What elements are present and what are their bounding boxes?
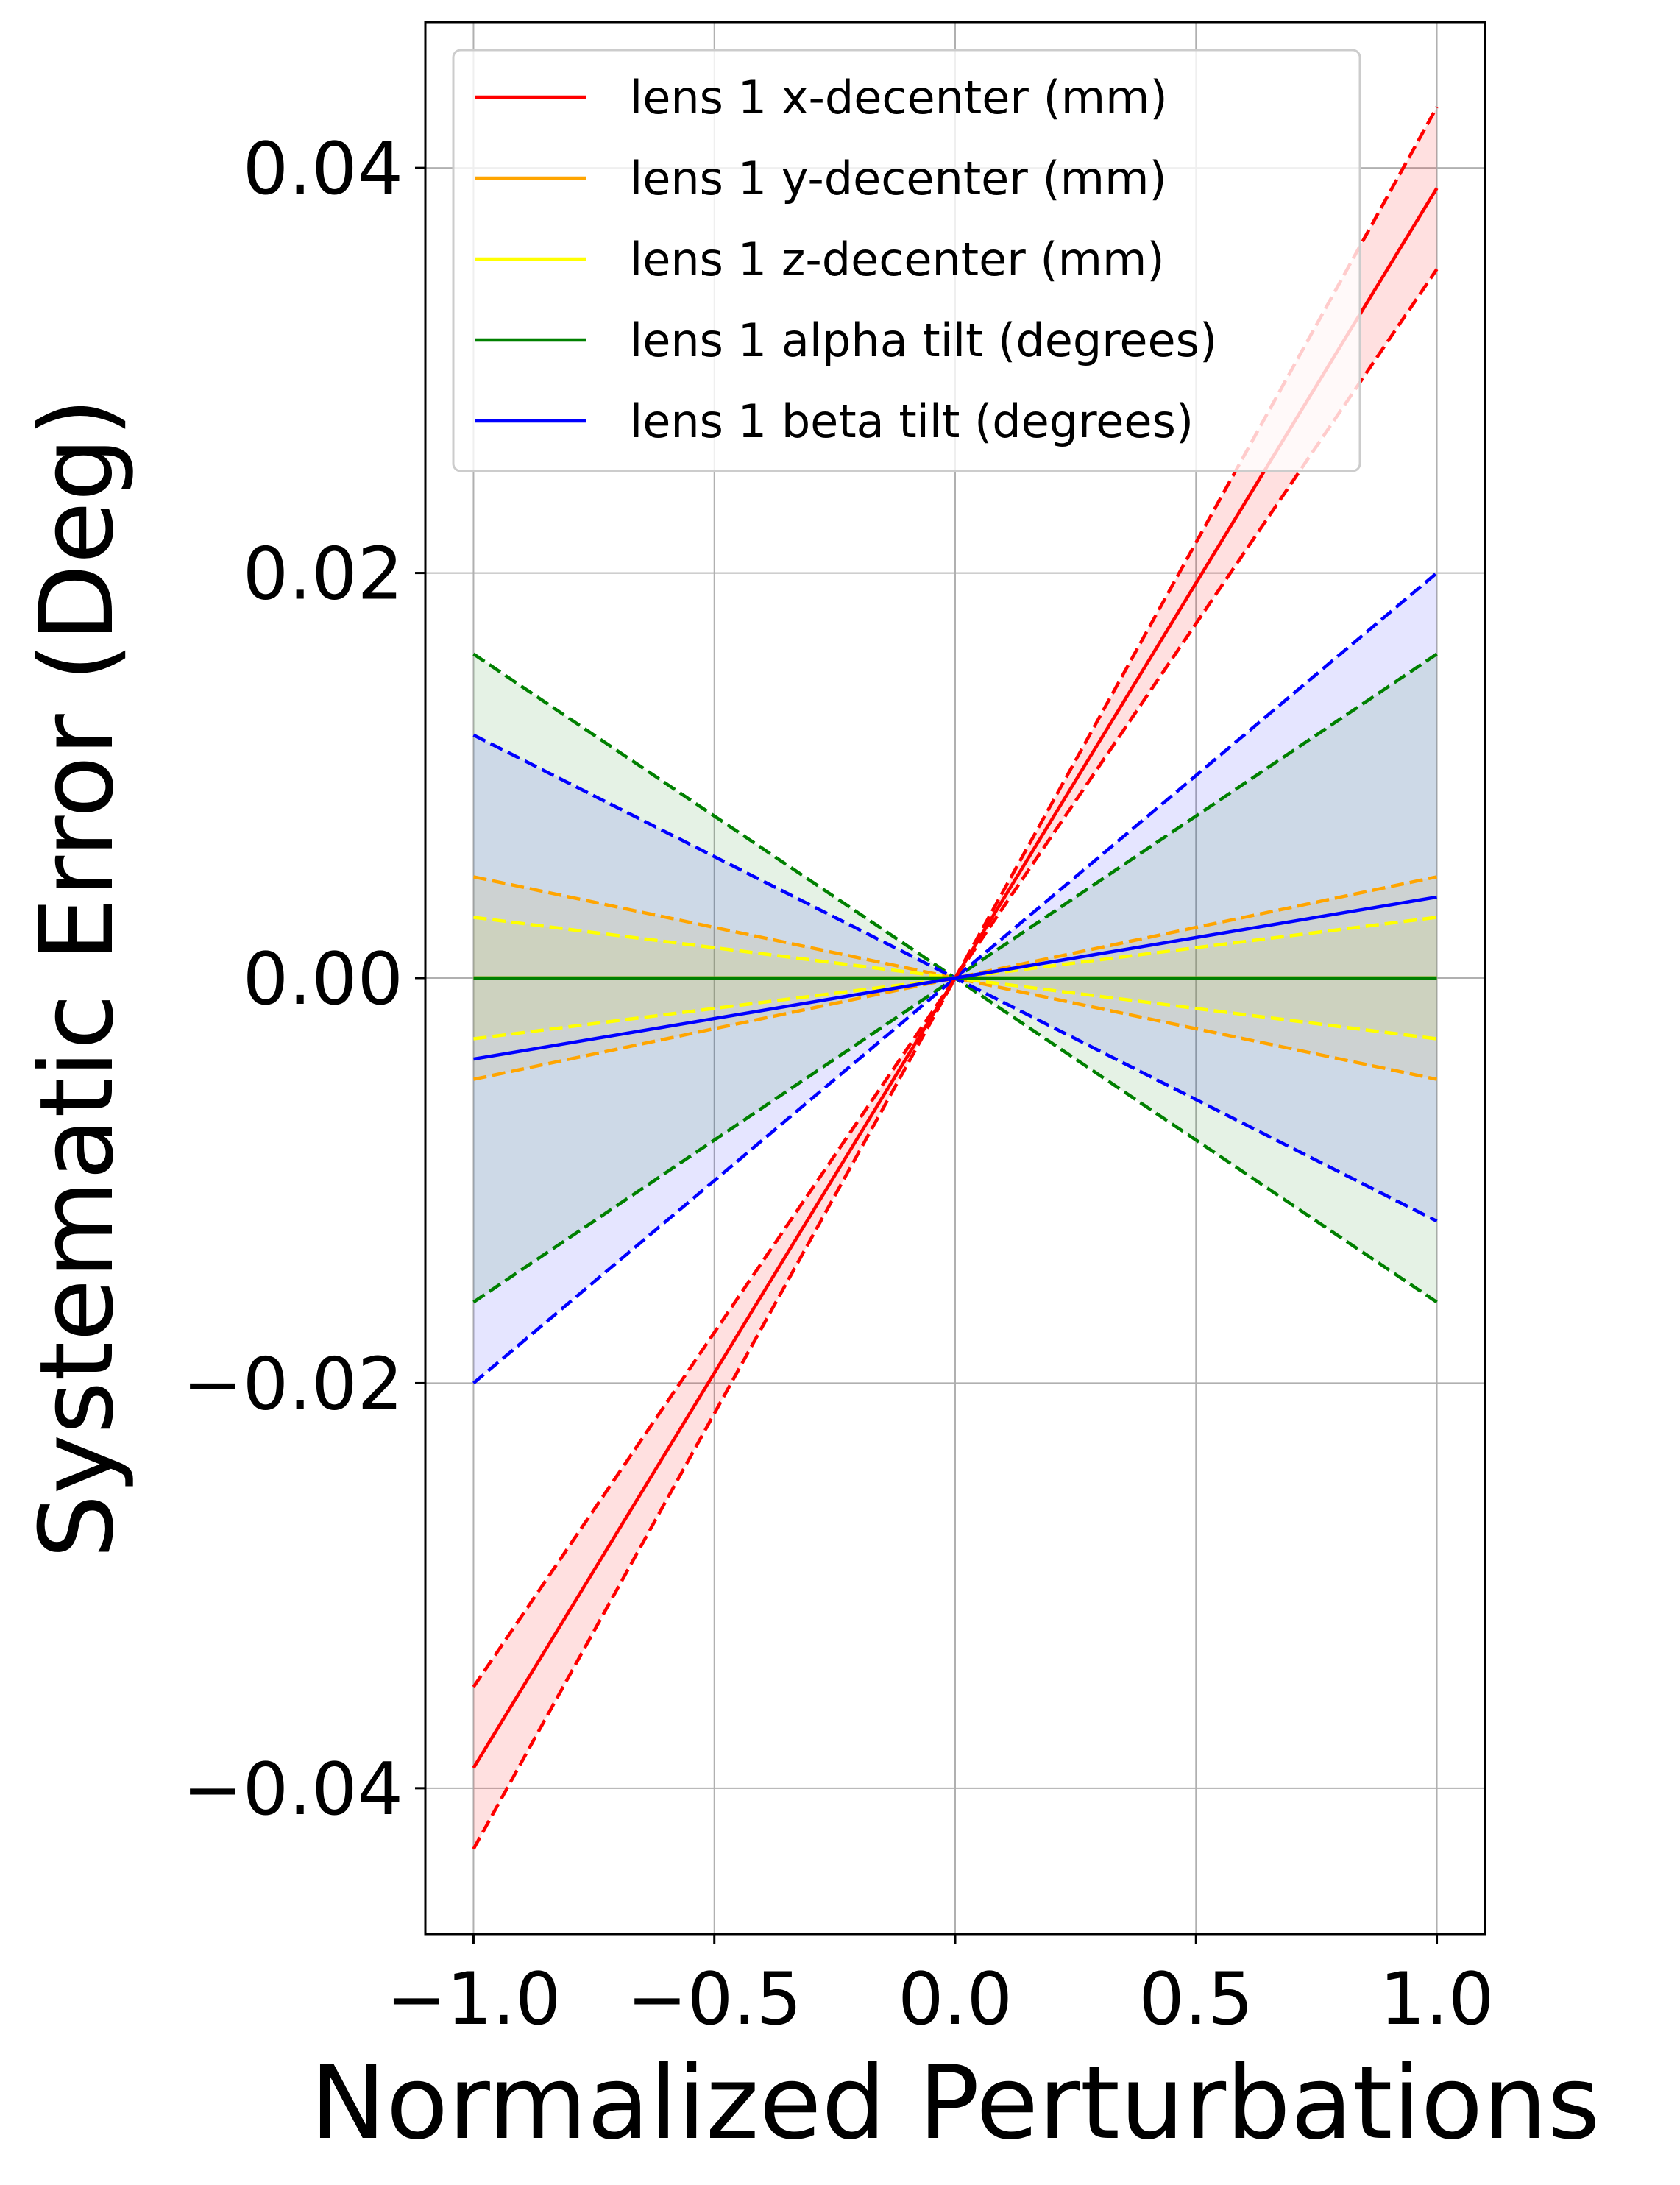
x-tick-label: −1.0 [386, 1958, 561, 2041]
x-tick-label: 1.0 [1380, 1958, 1495, 2041]
legend-label: lens 1 alpha tilt (degrees) [630, 314, 1217, 367]
x-axis-title: Normalized Perturbations [310, 2044, 1600, 2162]
legend-label: lens 1 z-decenter (mm) [630, 233, 1165, 286]
y-tick-label: −0.02 [182, 1342, 403, 1426]
lower-bound-lens 1 x-decenter (mm) [472, 268, 1439, 1688]
x-tick-label: 0.5 [1138, 1958, 1253, 2041]
y-tick-label: −0.04 [182, 1748, 403, 1832]
legend-label: lens 1 beta tilt (degrees) [630, 394, 1194, 448]
x-tick-label: −0.5 [627, 1958, 802, 2041]
y-tick-label: 0.04 [243, 127, 403, 211]
upper-bound-lens 1 y-decenter (mm) [472, 875, 1438, 1081]
y-tick-label: 0.02 [243, 533, 403, 617]
axis-ticks: −1.0 −0.5 0.0 0.5 1.0 −0.04 −0.02 0.00 0.02 0.04 [182, 127, 1495, 2041]
y-tick-label: 0.00 [243, 938, 403, 1021]
legend-label: lens 1 y-decenter (mm) [630, 152, 1167, 205]
legend: lens 1 x-decenter (mm) lens 1 y-decenter … [452, 49, 1361, 472]
legend-label: lens 1 x-decenter (mm) [630, 71, 1168, 124]
x-tick-label: 0.0 [898, 1958, 1013, 2041]
lower-bound-lens 1 y-decenter (mm) [472, 875, 1438, 1081]
legend-box [452, 49, 1361, 472]
series-line-lens 1 beta tilt (degrees) [473, 895, 1437, 1061]
y-axis-title: Systematic Error (Deg) [18, 397, 136, 1559]
